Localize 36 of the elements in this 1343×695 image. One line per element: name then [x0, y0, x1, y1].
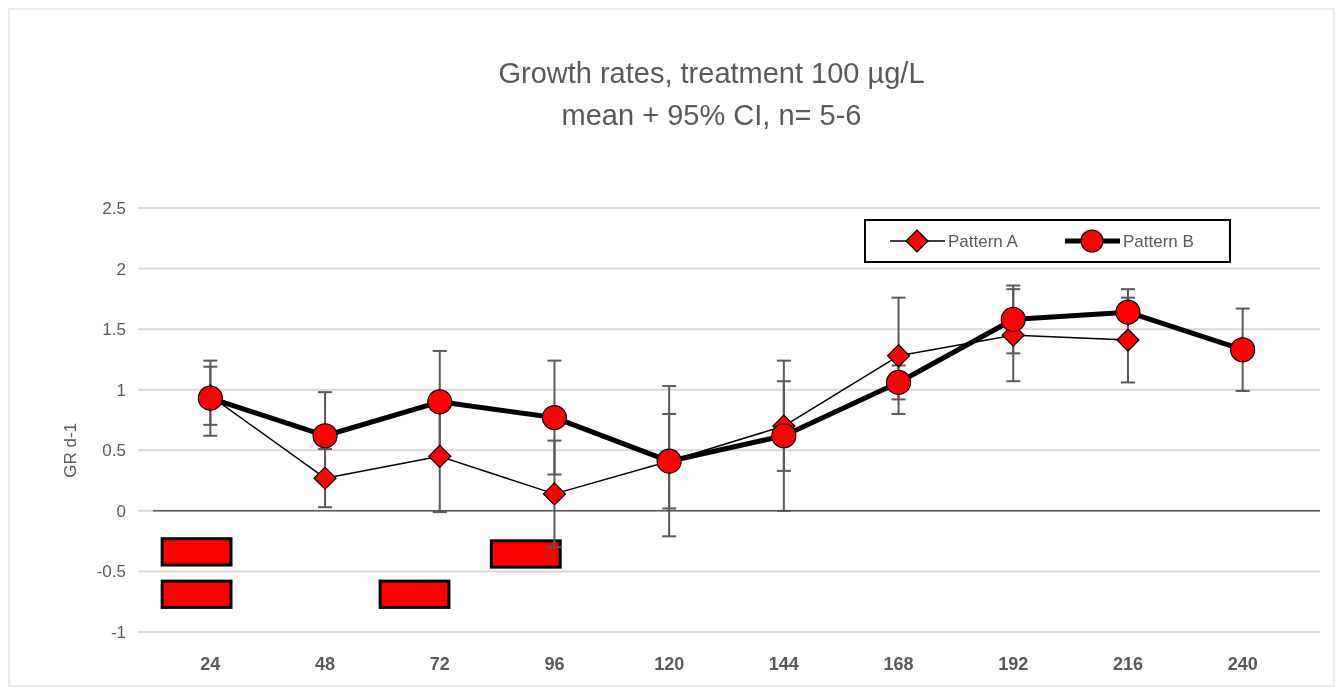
y-tick-label: 0 [116, 501, 126, 521]
y-tick-label: 1.5 [102, 320, 126, 340]
x-tick-label: 48 [315, 654, 336, 674]
x-tick-label: 96 [544, 654, 565, 674]
point [885, 369, 912, 396]
y-tick-label: 1 [116, 380, 126, 400]
x-tick-label: 72 [429, 654, 450, 674]
x-tick-label: 168 [883, 654, 914, 674]
point [428, 444, 452, 468]
x-tick-label: 192 [998, 654, 1029, 674]
legend-label: Pattern A [948, 232, 1019, 251]
x-tick-label: 240 [1227, 654, 1258, 674]
x-tick-label: 216 [1112, 654, 1143, 674]
x-tick-label: 24 [200, 654, 221, 674]
chart-subtitle: mean + 95% CI, n= 5-6 [561, 99, 862, 131]
y-tick-label: 0.5 [102, 441, 126, 461]
legend-label: Pattern B [1123, 232, 1194, 251]
y-tick-label: -0.5 [96, 562, 126, 582]
point [427, 389, 453, 415]
x-tick-label: 120 [654, 654, 685, 674]
point [771, 423, 797, 449]
y-tick-label: 2.5 [102, 199, 126, 218]
point [1116, 328, 1140, 352]
y-axis-title: GR d-1 [61, 422, 80, 478]
y-tick-label: -1 [110, 623, 126, 642]
y-tick-label: 2 [116, 259, 126, 279]
chart-title: Growth rates, treatment 100 µg/L [498, 57, 925, 89]
x-tick-label: 144 [768, 654, 799, 674]
point [541, 404, 568, 431]
point [312, 423, 338, 449]
point [1000, 306, 1026, 333]
point [1230, 337, 1256, 363]
point [542, 482, 567, 506]
point [1115, 299, 1141, 325]
point [313, 466, 337, 490]
point [886, 344, 911, 368]
